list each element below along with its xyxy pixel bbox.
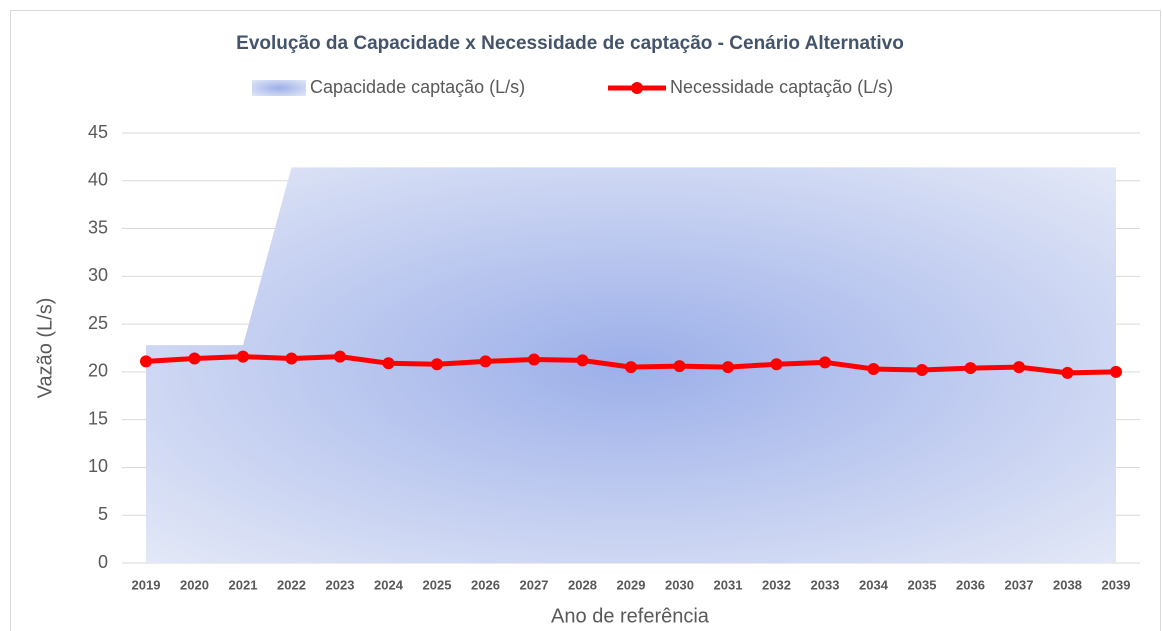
y-axis-label: Vazão (L/s) [34,298,56,399]
y-tick-label: 30 [88,265,108,285]
x-tick-label: 2034 [859,577,889,592]
marker [285,352,298,365]
marker [1013,361,1025,374]
x-tick-label: 2037 [1005,577,1034,592]
y-tick-label: 25 [88,313,108,333]
x-tick-label: 2019 [132,577,161,592]
marker [576,354,589,367]
x-tick-label: 2024 [374,577,404,592]
x-tick-label: 2029 [617,577,646,592]
y-tick-label: 20 [88,361,108,381]
y-tick-label: 35 [88,217,108,237]
y-tick-label: 10 [88,456,108,476]
x-tick-label: 2035 [908,577,937,592]
legend-label: Necessidade captação (L/s) [670,77,893,97]
y-tick-label: 15 [88,408,108,428]
marker [819,356,831,369]
legend-swatch [252,80,306,96]
x-tick-label: 2039 [1102,577,1131,592]
marker [1110,365,1122,378]
x-tick-label: 2032 [762,577,791,592]
x-tick-label: 2036 [956,577,985,592]
legend-marker [631,82,643,94]
chart-border [10,10,1161,631]
marker [528,353,540,366]
y-tick-label: 40 [88,170,108,190]
x-tick-label: 2021 [229,577,258,592]
x-tick-label: 2023 [326,577,355,592]
y-tick-label: 0 [98,552,108,572]
x-tick-label: 2033 [811,577,840,592]
marker [237,350,249,363]
marker [479,355,492,368]
marker [188,352,201,365]
legend-label: Capacidade captação (L/s) [310,77,525,97]
marker [382,357,395,370]
x-tick-label: 2030 [665,577,694,592]
marker [964,362,977,375]
x-tick-label: 2027 [520,577,549,592]
x-tick-label: 2038 [1053,577,1082,592]
x-tick-label: 2022 [277,577,306,592]
marker [770,358,783,371]
x-tick-label: 2025 [423,577,452,592]
x-tick-label: 2031 [714,577,743,592]
marker [722,361,734,374]
marker [625,361,637,374]
marker [916,363,928,376]
x-tick-label: 2020 [180,577,209,592]
marker [431,358,443,371]
x-tick-label: 2028 [568,577,597,592]
chart-title: Evolução da Capacidade x Necessidade de … [236,33,904,54]
x-tick-label: 2026 [471,577,500,592]
x-axis-label: Ano de referência [551,605,710,627]
y-tick-label: 5 [98,504,108,524]
marker [334,350,346,363]
marker [867,363,880,376]
marker [1061,366,1074,379]
marker [673,360,686,373]
marker [140,355,152,368]
y-tick-label: 45 [88,122,108,142]
